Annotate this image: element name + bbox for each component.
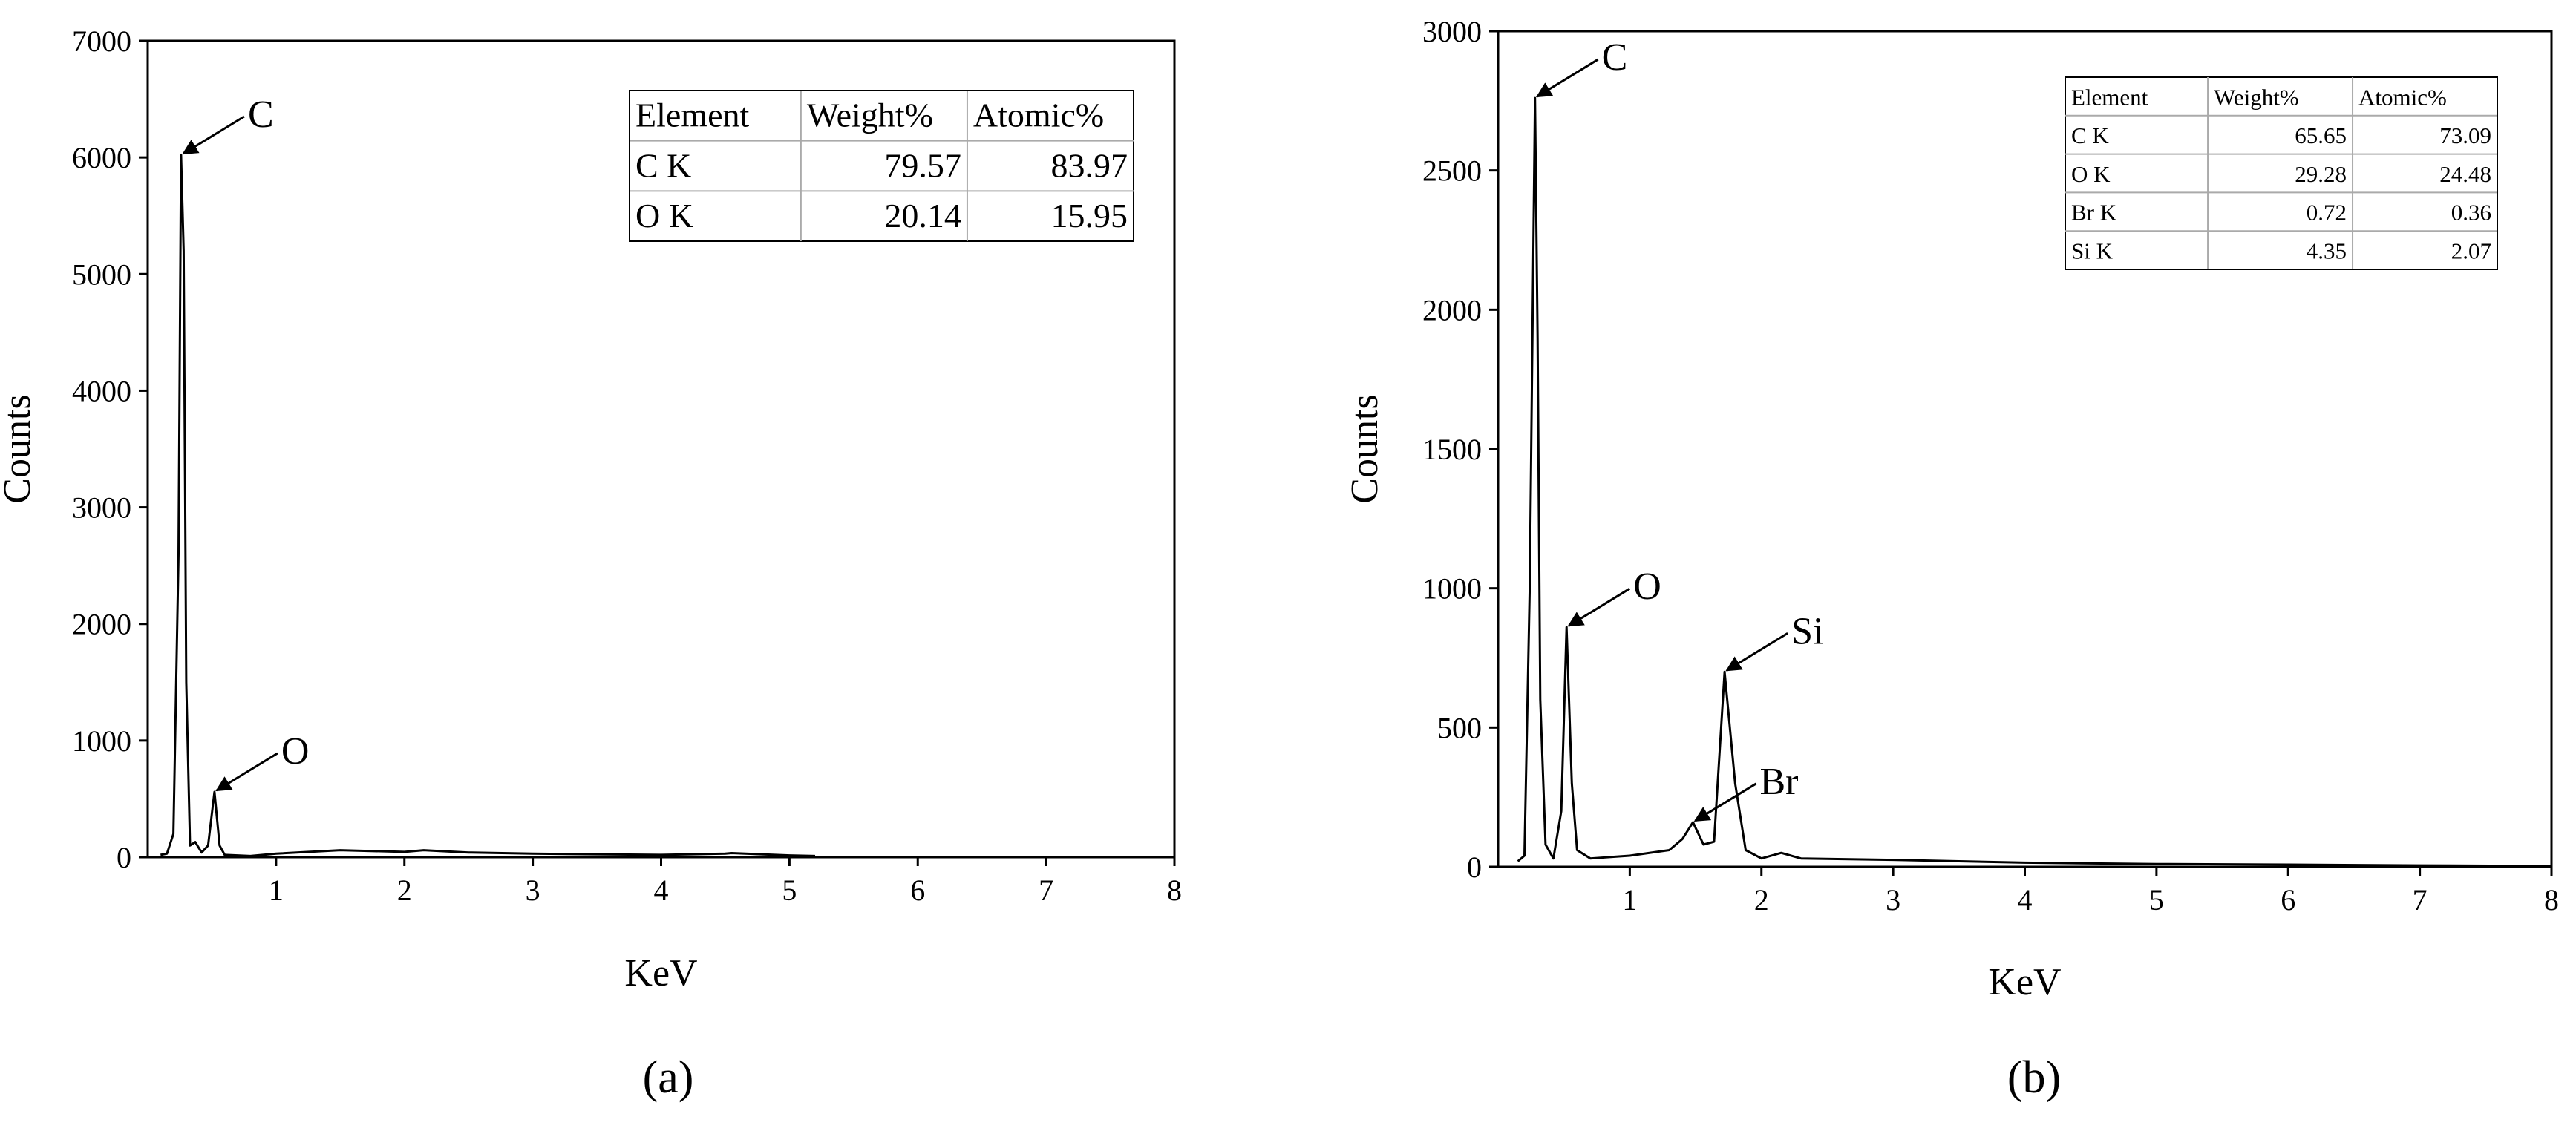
x-tick-label: 8 <box>1167 874 1182 907</box>
y-tick-label: 4000 <box>72 374 131 407</box>
x-tick-label: 3 <box>1886 883 1900 917</box>
table-cell: 2.07 <box>2451 237 2491 263</box>
annotation-label: O <box>281 730 310 773</box>
table-cell: 65.65 <box>2295 122 2347 148</box>
annotation-label: C <box>1602 36 1628 79</box>
x-tick-label: 2 <box>1754 883 1769 917</box>
y-tick-label: 3000 <box>1422 15 1482 48</box>
table-cell: 4.35 <box>2307 237 2347 263</box>
y-tick-label: 6000 <box>72 141 131 174</box>
table-header: Element <box>635 96 749 134</box>
x-tick-label: 6 <box>2281 883 2295 917</box>
annotation-label: Br <box>1760 761 1799 803</box>
x-tick-label: 4 <box>654 874 669 907</box>
annotation-label: O <box>1633 566 1661 608</box>
table-cell: O K <box>635 197 693 235</box>
annotation-arrow <box>1567 587 1631 627</box>
table-header: Atomic% <box>973 96 1104 134</box>
table-header: Weight% <box>2214 84 2299 110</box>
table-header: Element <box>2071 84 2148 110</box>
annotation-arrow <box>1725 632 1788 672</box>
y-tick-label: 7000 <box>72 24 131 58</box>
annotation-label: C <box>248 94 274 136</box>
table-cell: C K <box>635 146 691 184</box>
x-axis-label: KeV <box>1988 961 2061 1003</box>
y-tick-label: 2000 <box>1422 293 1482 327</box>
chart-panel: 0 1000 2000 3000 4000 5000 6000 7000 1 2 3 4 5 6 7 8 KeV… <box>0 24 1182 1103</box>
x-tick-label: 5 <box>2149 883 2164 917</box>
table-cell: 73.09 <box>2439 122 2491 148</box>
table-cell: C K <box>2071 122 2109 148</box>
caption: (a) <box>643 1052 694 1103</box>
x-tick-label: 3 <box>526 874 540 907</box>
y-tick-label: 3000 <box>72 491 131 525</box>
x-tick-label: 7 <box>1039 874 1053 907</box>
table-header: Atomic% <box>2358 84 2447 110</box>
table-header: Weight% <box>807 96 933 134</box>
annotation-arrow <box>1693 782 1757 822</box>
chart-panel: 0 500 1000 1500 2000 2500 3000 1 2 3 4 5 6 7 8 KeV Count… <box>1344 15 2559 1103</box>
table-cell: 15.95 <box>1051 197 1128 235</box>
y-axis-label: Counts <box>1344 394 1386 503</box>
table-cell: Si K <box>2071 237 2114 263</box>
table-cell: 79.57 <box>884 146 961 184</box>
spectrum-line <box>1517 96 2552 868</box>
annotation-arrow <box>1535 58 1599 98</box>
caption: (b) <box>2007 1052 2061 1103</box>
table-cell: O K <box>2071 161 2111 187</box>
spectrum-line <box>160 154 816 857</box>
y-tick-label: 2000 <box>72 608 131 641</box>
table-cell: 83.97 <box>1051 146 1128 184</box>
x-tick-label: 2 <box>397 874 412 907</box>
x-tick-label: 8 <box>2544 883 2559 917</box>
table-frame <box>2065 76 2498 270</box>
x-tick-label: 4 <box>2018 883 2033 917</box>
x-axis-label: KeV <box>624 952 697 994</box>
table-cell: 24.48 <box>2439 161 2491 187</box>
annotation-arrow <box>182 115 245 155</box>
table-cell: 0.36 <box>2451 200 2491 226</box>
table-cell: Br K <box>2071 200 2117 226</box>
y-tick-label: 500 <box>1437 711 1482 744</box>
x-tick-label: 1 <box>269 874 284 907</box>
y-tick-label: 0 <box>117 841 131 874</box>
y-tick-label: 5000 <box>72 258 131 291</box>
y-tick-label: 1000 <box>1422 572 1482 606</box>
x-tick-label: 7 <box>2413 883 2428 917</box>
annotation-arrow <box>215 752 278 792</box>
table-cell: 29.28 <box>2295 161 2347 187</box>
y-tick-label: 0 <box>1467 850 1482 884</box>
x-tick-label: 5 <box>782 874 797 907</box>
y-tick-label: 1500 <box>1422 433 1482 466</box>
x-tick-label: 6 <box>910 874 925 907</box>
y-tick-label: 2500 <box>1422 154 1482 188</box>
table-cell: 0.72 <box>2307 200 2347 226</box>
table-frame <box>629 90 1134 242</box>
annotation-label: Si <box>1791 610 1823 652</box>
y-axis-label: Counts <box>0 394 39 503</box>
y-tick-label: 1000 <box>72 724 131 758</box>
x-tick-label: 1 <box>1622 883 1637 917</box>
table-cell: 20.14 <box>884 197 961 235</box>
